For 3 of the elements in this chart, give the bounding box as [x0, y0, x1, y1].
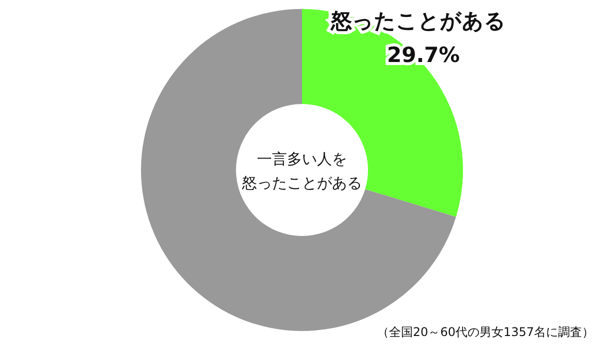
text: 一言多い人を: [257, 150, 347, 168]
text: （全国20～60代の男女1357名に調査）: [376, 325, 594, 339]
text: 怒ったことがある: [241, 174, 362, 192]
